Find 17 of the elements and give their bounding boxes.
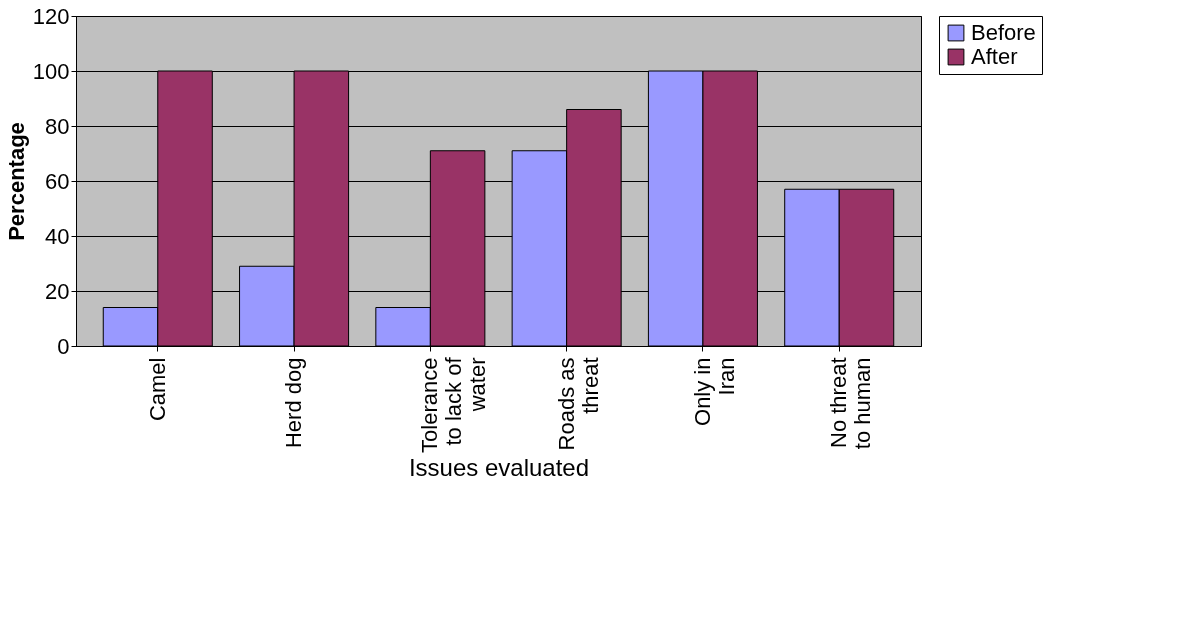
legend-label: After <box>971 44 1018 69</box>
y-tick-label: 60 <box>45 168 70 194</box>
x-tick-label: No threat to human <box>826 357 876 450</box>
x-axis-title: Issues evaluated <box>408 453 590 481</box>
y-axis-title: Percentage <box>3 122 29 241</box>
legend-label: Before <box>971 20 1036 45</box>
x-tick-label: Tolerance to lack of water <box>417 356 491 453</box>
x-tick-label: Only in Iran <box>689 357 739 426</box>
x-tick-label: Herd dog <box>281 357 307 449</box>
x-tick-label: Camel <box>144 357 170 422</box>
y-tick-label: 120 <box>32 3 70 29</box>
y-tick-label: 40 <box>45 223 70 249</box>
x-tick-label: Roads as threat <box>553 357 603 451</box>
y-tick-label: 0 <box>57 333 70 359</box>
y-tick-label: 100 <box>32 58 70 84</box>
y-tick-label: 20 <box>45 278 70 304</box>
y-tick-label: 80 <box>45 113 70 139</box>
